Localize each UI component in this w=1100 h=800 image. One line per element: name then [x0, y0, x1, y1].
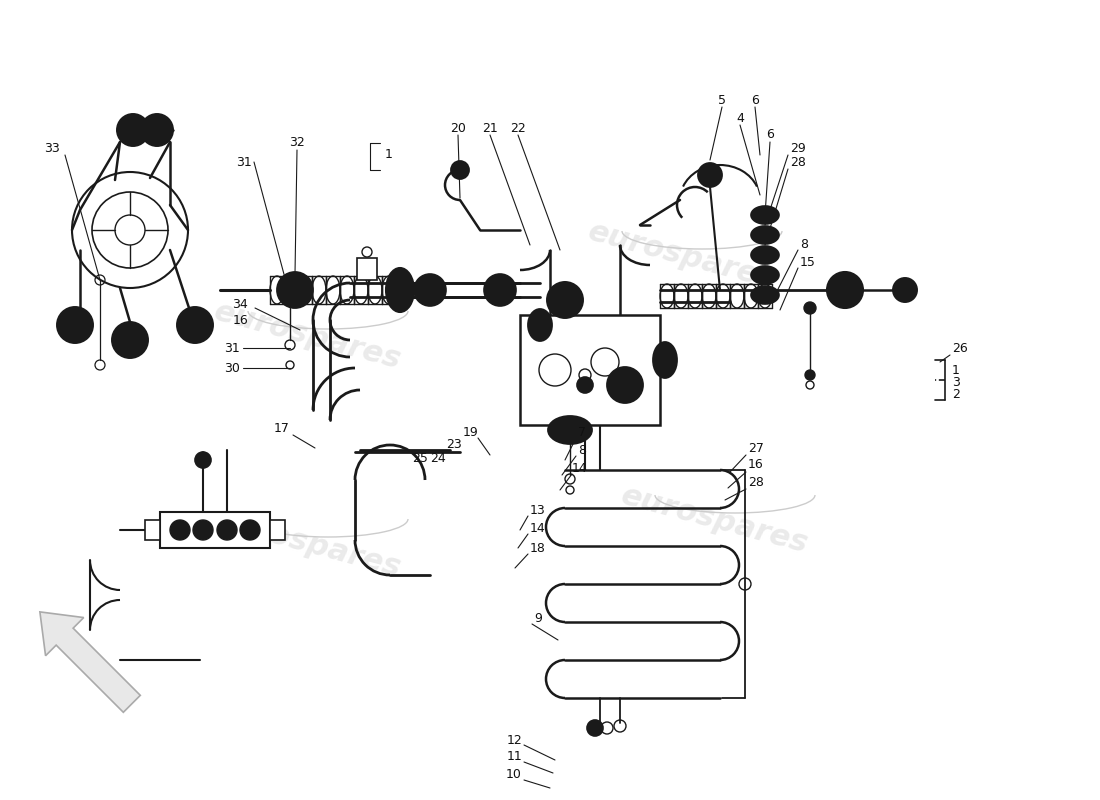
Ellipse shape	[386, 268, 414, 312]
Text: 21: 21	[482, 122, 498, 134]
Text: 31: 31	[236, 155, 252, 169]
Ellipse shape	[177, 307, 213, 343]
Ellipse shape	[578, 377, 593, 393]
Text: 7: 7	[578, 426, 586, 438]
Ellipse shape	[414, 274, 446, 306]
Text: 34: 34	[232, 298, 248, 311]
Text: 3: 3	[952, 375, 960, 389]
Text: eurospares: eurospares	[618, 481, 812, 559]
Ellipse shape	[192, 520, 213, 540]
Text: 8: 8	[800, 238, 808, 251]
Text: 16: 16	[748, 458, 763, 471]
Ellipse shape	[112, 322, 148, 358]
Bar	[160, 512, 270, 548]
Ellipse shape	[827, 272, 864, 308]
Text: 14: 14	[572, 462, 587, 474]
Text: 27: 27	[748, 442, 763, 454]
Text: 4: 4	[736, 111, 744, 125]
Bar	[145, 520, 160, 540]
Ellipse shape	[548, 416, 592, 444]
Text: 31: 31	[224, 342, 240, 354]
Text: 8: 8	[578, 443, 586, 457]
Ellipse shape	[547, 282, 583, 318]
Text: 33: 33	[44, 142, 60, 154]
Text: 6: 6	[766, 129, 774, 142]
Text: 28: 28	[790, 155, 806, 169]
Text: 19: 19	[462, 426, 478, 438]
Ellipse shape	[451, 161, 469, 179]
Text: 25: 25	[412, 451, 428, 465]
Text: 2: 2	[952, 389, 960, 402]
Ellipse shape	[170, 520, 190, 540]
Bar	[270, 520, 285, 540]
Ellipse shape	[653, 342, 676, 378]
Text: 30: 30	[224, 362, 240, 374]
Text: 1: 1	[952, 363, 960, 377]
Text: 20: 20	[450, 122, 466, 134]
Text: 32: 32	[289, 137, 305, 150]
Text: 11: 11	[506, 750, 522, 763]
Text: 12: 12	[506, 734, 522, 746]
Text: 22: 22	[510, 122, 526, 134]
Bar	[358, 258, 377, 280]
Ellipse shape	[587, 720, 603, 736]
Text: 17: 17	[274, 422, 290, 434]
Text: 13: 13	[530, 503, 546, 517]
Text: 18: 18	[530, 542, 546, 554]
Text: 14: 14	[530, 522, 546, 534]
Ellipse shape	[751, 206, 779, 224]
Text: 16: 16	[232, 314, 248, 326]
Ellipse shape	[751, 246, 779, 264]
Ellipse shape	[893, 278, 917, 302]
Ellipse shape	[751, 226, 779, 244]
Text: 15: 15	[800, 257, 816, 270]
Bar	[520, 315, 660, 425]
Text: 26: 26	[952, 342, 968, 354]
Ellipse shape	[57, 307, 94, 343]
Ellipse shape	[804, 302, 816, 314]
Ellipse shape	[751, 266, 779, 284]
Text: 28: 28	[748, 475, 763, 489]
Text: eurospares: eurospares	[585, 217, 779, 295]
Text: 5: 5	[718, 94, 726, 106]
Ellipse shape	[805, 370, 815, 380]
Ellipse shape	[117, 114, 148, 146]
Ellipse shape	[240, 520, 260, 540]
Ellipse shape	[217, 520, 236, 540]
Ellipse shape	[751, 286, 779, 304]
Text: 6: 6	[751, 94, 759, 106]
Text: eurospares: eurospares	[211, 297, 405, 375]
Ellipse shape	[484, 274, 516, 306]
Polygon shape	[40, 612, 141, 712]
Text: 10: 10	[506, 769, 522, 782]
Ellipse shape	[277, 272, 313, 308]
Ellipse shape	[607, 367, 644, 403]
Text: 1: 1	[385, 149, 393, 162]
Text: 9: 9	[534, 611, 542, 625]
Ellipse shape	[528, 309, 552, 341]
Ellipse shape	[141, 114, 173, 146]
Text: 24: 24	[430, 451, 446, 465]
Ellipse shape	[195, 452, 211, 468]
Text: eurospares: eurospares	[211, 505, 405, 583]
Ellipse shape	[698, 163, 722, 187]
Text: 23: 23	[447, 438, 462, 451]
Text: 29: 29	[790, 142, 805, 154]
